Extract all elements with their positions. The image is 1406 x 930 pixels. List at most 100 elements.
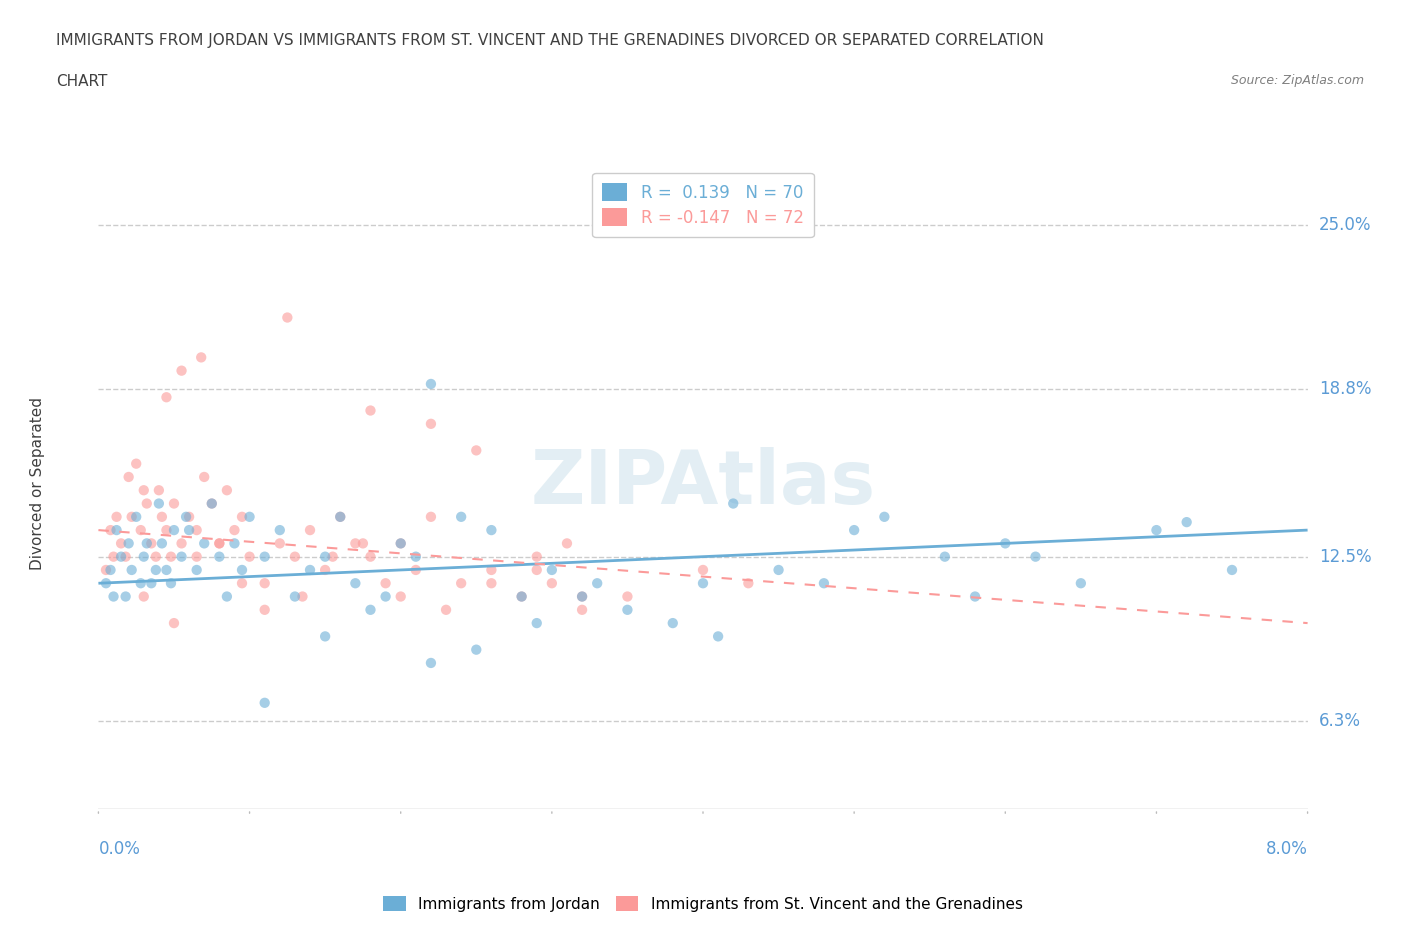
- Text: IMMIGRANTS FROM JORDAN VS IMMIGRANTS FROM ST. VINCENT AND THE GRENADINES DIVORCE: IMMIGRANTS FROM JORDAN VS IMMIGRANTS FRO…: [56, 33, 1045, 47]
- Point: [1024, 550, 1046, 565]
- Point: [450, 576, 472, 591]
- Point: [132, 589, 155, 604]
- Point: [481, 576, 503, 591]
- Point: [813, 576, 835, 591]
- Point: [186, 550, 208, 565]
- Point: [150, 510, 173, 525]
- Point: [389, 536, 412, 551]
- Point: [135, 536, 157, 551]
- Point: [707, 629, 730, 644]
- Point: [1220, 563, 1243, 578]
- Point: [571, 603, 593, 618]
- Point: [344, 536, 367, 551]
- Point: [231, 510, 253, 525]
- Point: [132, 483, 155, 498]
- Point: [174, 510, 197, 525]
- Point: [768, 563, 790, 578]
- Point: [314, 563, 336, 578]
- Point: [170, 536, 193, 551]
- Point: [215, 483, 238, 498]
- Legend: Immigrants from Jordan, Immigrants from St. Vincent and the Grenadines: Immigrants from Jordan, Immigrants from …: [377, 889, 1029, 918]
- Point: [145, 563, 167, 578]
- Point: [284, 589, 307, 604]
- Point: [526, 616, 548, 631]
- Point: [118, 536, 141, 551]
- Point: [201, 496, 224, 511]
- Point: [571, 589, 593, 604]
- Point: [231, 576, 253, 591]
- Point: [231, 563, 253, 578]
- Point: [965, 589, 987, 604]
- Point: [186, 523, 208, 538]
- Text: 12.5%: 12.5%: [1319, 548, 1371, 565]
- Point: [450, 510, 472, 525]
- Point: [389, 536, 412, 551]
- Point: [1144, 523, 1167, 538]
- Point: [103, 589, 125, 604]
- Point: [215, 589, 238, 604]
- Point: [434, 603, 457, 618]
- Point: [405, 550, 427, 565]
- Text: 18.8%: 18.8%: [1319, 380, 1371, 398]
- Point: [170, 364, 193, 379]
- Point: [163, 496, 186, 511]
- Point: [148, 483, 170, 498]
- Point: [389, 589, 412, 604]
- Point: [193, 470, 215, 485]
- Point: [510, 589, 533, 604]
- Point: [360, 550, 382, 565]
- Point: [586, 576, 609, 591]
- Point: [190, 350, 212, 365]
- Point: [994, 536, 1017, 551]
- Point: [1070, 576, 1092, 591]
- Point: [934, 550, 956, 565]
- Point: [155, 563, 177, 578]
- Point: [208, 536, 231, 551]
- Point: [329, 510, 352, 525]
- Point: [723, 496, 745, 511]
- Point: [125, 510, 148, 525]
- Point: [118, 470, 141, 485]
- Point: [135, 496, 157, 511]
- Point: [208, 550, 231, 565]
- Point: [224, 536, 246, 551]
- Point: [291, 589, 314, 604]
- Point: [420, 510, 443, 525]
- Point: [121, 563, 143, 578]
- Point: [540, 563, 562, 578]
- Legend: R =  0.139   N = 70, R = -0.147   N = 72: R = 0.139 N = 70, R = -0.147 N = 72: [592, 173, 814, 237]
- Point: [103, 550, 125, 565]
- Point: [844, 523, 866, 538]
- Point: [269, 523, 291, 538]
- Point: [284, 550, 307, 565]
- Point: [105, 510, 128, 525]
- Point: [121, 510, 143, 525]
- Point: [129, 523, 152, 538]
- Point: [253, 603, 276, 618]
- Point: [481, 523, 503, 538]
- Point: [201, 496, 224, 511]
- Point: [132, 550, 155, 565]
- Point: [510, 589, 533, 604]
- Point: [571, 589, 593, 604]
- Point: [344, 576, 367, 591]
- Point: [186, 563, 208, 578]
- Point: [661, 616, 683, 631]
- Point: [314, 550, 336, 565]
- Text: 6.3%: 6.3%: [1319, 712, 1361, 730]
- Point: [114, 550, 136, 565]
- Text: 0.0%: 0.0%: [98, 840, 141, 857]
- Point: [110, 550, 132, 565]
- Point: [155, 523, 177, 538]
- Point: [276, 310, 298, 325]
- Point: [224, 523, 246, 538]
- Point: [616, 603, 638, 618]
- Point: [374, 576, 396, 591]
- Point: [100, 523, 122, 538]
- Point: [253, 696, 276, 711]
- Point: [420, 417, 443, 432]
- Point: [239, 510, 262, 525]
- Point: [269, 536, 291, 551]
- Point: [555, 536, 578, 551]
- Point: [155, 390, 177, 405]
